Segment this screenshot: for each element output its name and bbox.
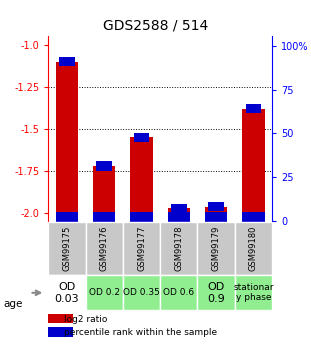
Text: stationar
y phase: stationar y phase: [233, 283, 274, 303]
Text: log2 ratio: log2 ratio: [64, 315, 107, 324]
Bar: [59, 57, 75, 66]
Text: GSM99175: GSM99175: [63, 226, 71, 271]
Text: OD
0.9: OD 0.9: [207, 282, 225, 304]
Bar: [205, 213, 227, 222]
Bar: [48, 327, 73, 337]
Text: percentile rank within the sample: percentile rank within the sample: [64, 328, 217, 337]
Text: GSM99178: GSM99178: [174, 226, 183, 271]
Text: GSM99180: GSM99180: [249, 226, 258, 271]
Bar: [134, 133, 149, 142]
Bar: [130, 137, 153, 222]
Bar: [86, 222, 123, 275]
Bar: [171, 204, 187, 213]
Bar: [168, 213, 190, 222]
Bar: [168, 208, 190, 222]
Bar: [86, 275, 123, 310]
Bar: [197, 222, 235, 275]
Text: OD
0.03: OD 0.03: [54, 282, 79, 304]
Bar: [56, 213, 78, 222]
Bar: [130, 213, 153, 222]
Bar: [235, 275, 272, 310]
Bar: [48, 314, 73, 324]
Bar: [235, 222, 272, 275]
Text: GSM99176: GSM99176: [100, 226, 109, 271]
Bar: [96, 161, 112, 171]
Bar: [242, 213, 265, 222]
Text: GSM99177: GSM99177: [137, 226, 146, 271]
Bar: [123, 222, 160, 275]
Bar: [160, 222, 197, 275]
Bar: [246, 104, 261, 114]
Bar: [197, 275, 235, 310]
Bar: [48, 222, 86, 275]
Bar: [123, 275, 160, 310]
Bar: [160, 275, 197, 310]
Text: OD 0.6: OD 0.6: [163, 288, 194, 297]
Text: GSM99179: GSM99179: [212, 226, 220, 271]
Bar: [56, 61, 78, 222]
Bar: [93, 166, 115, 222]
Text: GDS2588 / 514: GDS2588 / 514: [103, 19, 208, 33]
Bar: [242, 109, 265, 222]
Bar: [93, 213, 115, 222]
Text: OD 0.35: OD 0.35: [123, 288, 160, 297]
Bar: [205, 207, 227, 222]
Text: OD 0.2: OD 0.2: [89, 288, 120, 297]
Bar: [48, 275, 86, 310]
Text: age: age: [3, 299, 22, 309]
Bar: [208, 202, 224, 211]
